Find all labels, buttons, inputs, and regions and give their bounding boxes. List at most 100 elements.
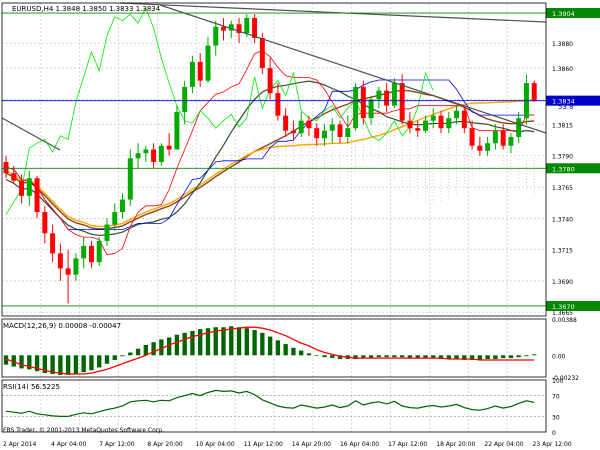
cloud-dot	[440, 159, 442, 161]
cloud-dot	[285, 147, 287, 149]
cloud-dot	[331, 158, 333, 160]
candle-body	[11, 173, 17, 181]
cloud-dot	[292, 180, 294, 182]
price-axis-label: 1.3765	[552, 185, 573, 192]
cloud-dot	[448, 159, 450, 161]
cloud-dot	[448, 197, 450, 199]
cloud-dot	[401, 148, 403, 150]
cloud-dot	[339, 186, 341, 188]
time-axis-label: 14 Apr 20:00	[292, 441, 331, 448]
macd-bar	[11, 355, 16, 367]
cloud-dot	[386, 157, 388, 159]
cloud-dot	[355, 131, 357, 133]
cloud-dot	[432, 198, 434, 200]
macd-bar	[524, 355, 529, 357]
cloud-dot	[424, 197, 426, 199]
candle-body	[477, 145, 483, 151]
candle-body	[376, 90, 382, 100]
cloud-dot	[409, 136, 411, 138]
cloud-dot	[347, 165, 349, 167]
candle-body	[143, 149, 149, 154]
cloud-dot	[471, 168, 473, 170]
cloud-dot	[199, 151, 201, 153]
macd-bar	[65, 355, 71, 375]
side-tag: 53.8	[558, 103, 574, 111]
cloud-dot	[300, 166, 302, 168]
price-axis-label: 1.3715	[552, 248, 573, 255]
cloud-dot	[432, 170, 434, 172]
cloud-dot	[440, 181, 442, 183]
cloud-dot	[401, 136, 403, 138]
cloud-dot	[417, 166, 419, 168]
cloud-dot	[386, 147, 388, 149]
cloud-dot	[347, 146, 349, 148]
cloud-dot	[393, 156, 395, 158]
cloud-dot	[432, 201, 434, 203]
cloud-dot	[432, 132, 434, 134]
candle-body	[244, 18, 250, 34]
macd-bar	[415, 355, 420, 359]
cloud-dot	[456, 186, 458, 188]
cloud-dot	[230, 154, 232, 156]
cloud-dot	[440, 184, 442, 186]
cloud-dot	[510, 172, 512, 174]
cloud-dot	[331, 183, 333, 185]
cloud-dot	[533, 178, 535, 180]
cloud-dot	[230, 161, 232, 163]
cloud-dot	[518, 159, 520, 161]
cloud-dot	[440, 191, 442, 193]
cloud-dot	[432, 148, 434, 150]
cloud-dot	[502, 159, 504, 161]
cloud-dot	[285, 162, 287, 164]
cloud-dot	[401, 155, 403, 157]
price-tag	[546, 163, 600, 174]
cloud-dot	[456, 183, 458, 185]
cloud-dot	[510, 163, 512, 165]
cloud-dot	[355, 153, 357, 155]
cloud-dot	[471, 159, 473, 161]
cloud-dot	[308, 160, 310, 162]
price-tag-text: 1.3780	[552, 165, 575, 173]
macd-axis-label: 0.00388	[552, 317, 577, 324]
cloud-dot	[533, 156, 535, 158]
cloud-dot	[424, 181, 426, 183]
cloud-dot	[393, 116, 395, 118]
candle-body	[438, 115, 444, 129]
cloud-dot	[386, 135, 388, 137]
cloud-dot	[285, 137, 287, 139]
cloud-dot	[393, 134, 395, 136]
macd-bar	[50, 355, 55, 375]
cloud-dot	[215, 151, 217, 153]
time-axis-label: 8 Apr 20:00	[147, 441, 182, 448]
macd-bar	[431, 355, 436, 359]
cloud-dot	[347, 180, 349, 182]
cloud-dot	[448, 172, 450, 174]
cloud-dot	[525, 163, 527, 165]
cloud-dot	[440, 178, 442, 180]
cloud-dot	[207, 159, 209, 161]
cloud-dot	[518, 178, 520, 180]
cloud-dot	[207, 150, 209, 152]
cloud-dot	[199, 148, 201, 150]
cloud-dot	[386, 163, 388, 165]
cloud-dot	[355, 134, 357, 136]
cloud-dot	[463, 186, 465, 188]
trendline-descending	[159, 4, 547, 134]
cloud-dot	[378, 122, 380, 124]
cloud-dot	[285, 172, 287, 174]
cloud-dot	[401, 130, 403, 132]
cloud-dot	[401, 177, 403, 179]
cloud-dot	[331, 146, 333, 148]
cloud-dot	[316, 169, 318, 171]
price-axis-label: 1.3740	[552, 216, 573, 223]
cloud-dot	[518, 162, 520, 164]
cloud-dot	[254, 141, 256, 143]
cloud-dot	[308, 157, 310, 159]
cloud-dot	[448, 163, 450, 165]
candle-body	[112, 212, 118, 225]
cloud-dot	[448, 150, 450, 152]
cloud-dot	[393, 138, 395, 140]
cloud-dot	[401, 180, 403, 182]
macd-bar	[252, 330, 257, 356]
cloud-dot	[393, 122, 395, 124]
